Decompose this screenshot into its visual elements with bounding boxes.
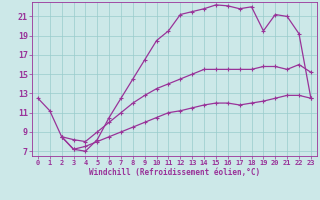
X-axis label: Windchill (Refroidissement éolien,°C): Windchill (Refroidissement éolien,°C) [89, 168, 260, 177]
